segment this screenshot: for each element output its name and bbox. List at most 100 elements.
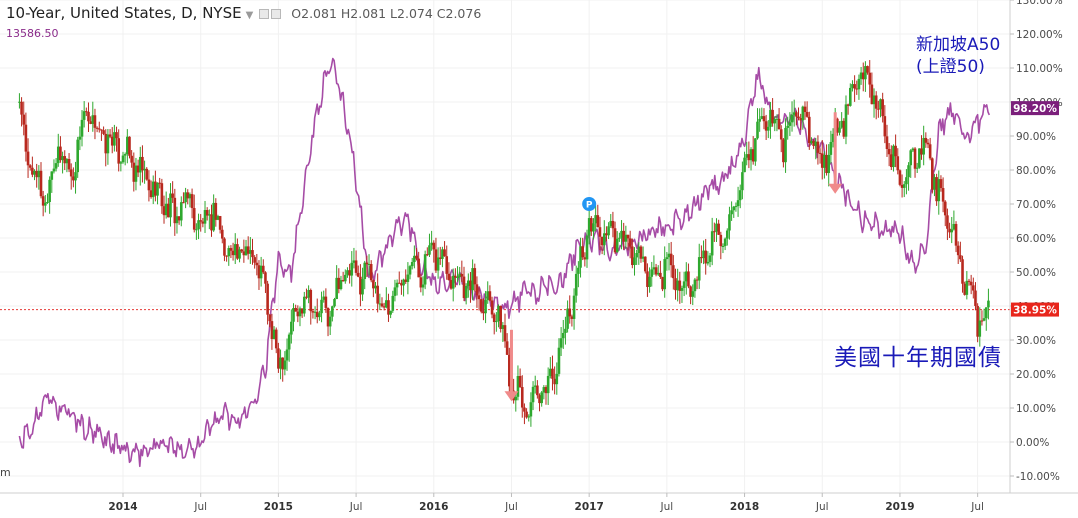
candle	[840, 112, 843, 129]
candle-body	[145, 168, 149, 180]
candle	[766, 120, 770, 139]
candle-body	[719, 234, 723, 247]
pin-p-icon[interactable]: P	[582, 197, 597, 211]
candle	[410, 257, 414, 270]
candle	[859, 66, 863, 85]
y-tick-label: -10.00%	[1016, 471, 1060, 483]
candle-body	[516, 376, 520, 397]
candle-body	[592, 223, 595, 232]
candle	[214, 198, 218, 227]
candle	[324, 288, 328, 313]
candle-body	[356, 272, 360, 277]
candle-body	[557, 347, 561, 374]
grid	[0, 0, 1010, 493]
a50-annotation: 新加坡A50 (上證50)	[916, 34, 1000, 78]
candle	[361, 267, 364, 301]
candle-body	[641, 256, 645, 259]
candle-body	[905, 177, 908, 185]
markers[interactable]: P	[582, 197, 597, 211]
candle-body	[348, 270, 351, 276]
candle	[229, 245, 233, 259]
candle-body	[501, 325, 505, 329]
candle-body	[26, 151, 30, 166]
candle	[33, 169, 36, 181]
candle-body	[803, 106, 807, 112]
candle	[365, 255, 369, 278]
candle	[102, 126, 105, 136]
candle-body	[277, 348, 280, 369]
candle	[294, 304, 297, 312]
candle-body	[249, 250, 252, 254]
candle	[331, 305, 334, 322]
candle-body	[46, 202, 49, 204]
candle	[594, 205, 597, 232]
candle-body	[477, 295, 481, 300]
settings-icon[interactable]	[259, 9, 270, 19]
treasury-candles	[18, 60, 990, 427]
candle-body	[462, 276, 466, 299]
candle-body	[115, 132, 118, 139]
candle-body	[460, 273, 464, 277]
candle	[503, 313, 507, 348]
candle	[857, 74, 861, 100]
candle-body	[609, 220, 613, 227]
y-tick-label: 30.00%	[1016, 335, 1056, 347]
candle-body	[708, 255, 712, 262]
candle-body	[816, 141, 820, 153]
symbol-title[interactable]: 10-Year, United States, D, NYSE	[6, 4, 242, 22]
candle-body	[810, 141, 813, 144]
candle-body	[52, 168, 56, 172]
candle	[797, 107, 800, 121]
arrows	[504, 112, 843, 402]
candle	[846, 103, 850, 115]
candle-body	[902, 184, 906, 188]
candle-body	[151, 181, 155, 198]
pin-label[interactable]: P	[586, 201, 593, 211]
candle	[665, 251, 669, 271]
y-tick-label: 10.00%	[1016, 403, 1056, 415]
candle	[436, 247, 440, 279]
candle-body	[89, 121, 92, 124]
candle	[646, 263, 649, 297]
candle	[559, 327, 563, 356]
candle	[844, 95, 848, 145]
candle	[505, 333, 509, 356]
candle	[717, 219, 720, 235]
candle	[78, 126, 82, 151]
candle-body	[568, 308, 572, 317]
pin-circle[interactable]	[582, 197, 597, 211]
candle-body	[328, 316, 332, 327]
candle	[631, 238, 634, 269]
candle-body	[218, 216, 222, 230]
candle	[719, 231, 723, 260]
candle	[104, 129, 108, 167]
candle-body	[605, 233, 608, 236]
candle-body	[451, 275, 455, 289]
candle	[922, 125, 925, 166]
candle	[22, 101, 26, 136]
candle	[231, 242, 235, 261]
candle-body	[307, 289, 310, 298]
candle	[486, 281, 490, 304]
candle-body	[281, 357, 285, 370]
candle	[259, 256, 263, 287]
candle	[654, 263, 658, 277]
candle-body	[212, 202, 215, 231]
candle-body	[171, 193, 174, 198]
candle-body	[113, 132, 116, 146]
candle	[540, 390, 543, 407]
candle	[598, 216, 602, 251]
candle	[879, 98, 882, 118]
candle-body	[555, 373, 559, 385]
candle-body	[615, 238, 619, 253]
candle-body	[948, 228, 951, 233]
candle	[274, 327, 278, 354]
candle	[477, 287, 481, 311]
candle	[758, 108, 761, 132]
candle	[987, 288, 990, 320]
hide-icon[interactable]	[271, 9, 282, 19]
chevron-down-icon[interactable]: ▼	[245, 10, 254, 21]
candle-body	[682, 281, 686, 288]
candle	[501, 321, 505, 342]
